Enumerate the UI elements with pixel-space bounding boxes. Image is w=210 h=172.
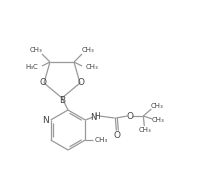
- Text: H₃C: H₃C: [26, 64, 38, 70]
- Text: O: O: [114, 132, 121, 141]
- Text: N: N: [42, 116, 49, 125]
- Text: CH₃: CH₃: [82, 47, 94, 53]
- Text: O: O: [39, 78, 46, 87]
- Text: CH₃: CH₃: [151, 103, 164, 109]
- Text: B: B: [59, 95, 65, 105]
- Text: CH₃: CH₃: [86, 64, 98, 70]
- Text: CH₃: CH₃: [152, 117, 165, 123]
- Text: CH₃: CH₃: [30, 47, 42, 53]
- Text: CH₃: CH₃: [95, 137, 108, 143]
- Text: N: N: [90, 112, 97, 121]
- Text: CH₃: CH₃: [139, 127, 152, 133]
- Text: O: O: [77, 78, 84, 87]
- Text: H: H: [94, 111, 100, 121]
- Text: O: O: [127, 111, 134, 121]
